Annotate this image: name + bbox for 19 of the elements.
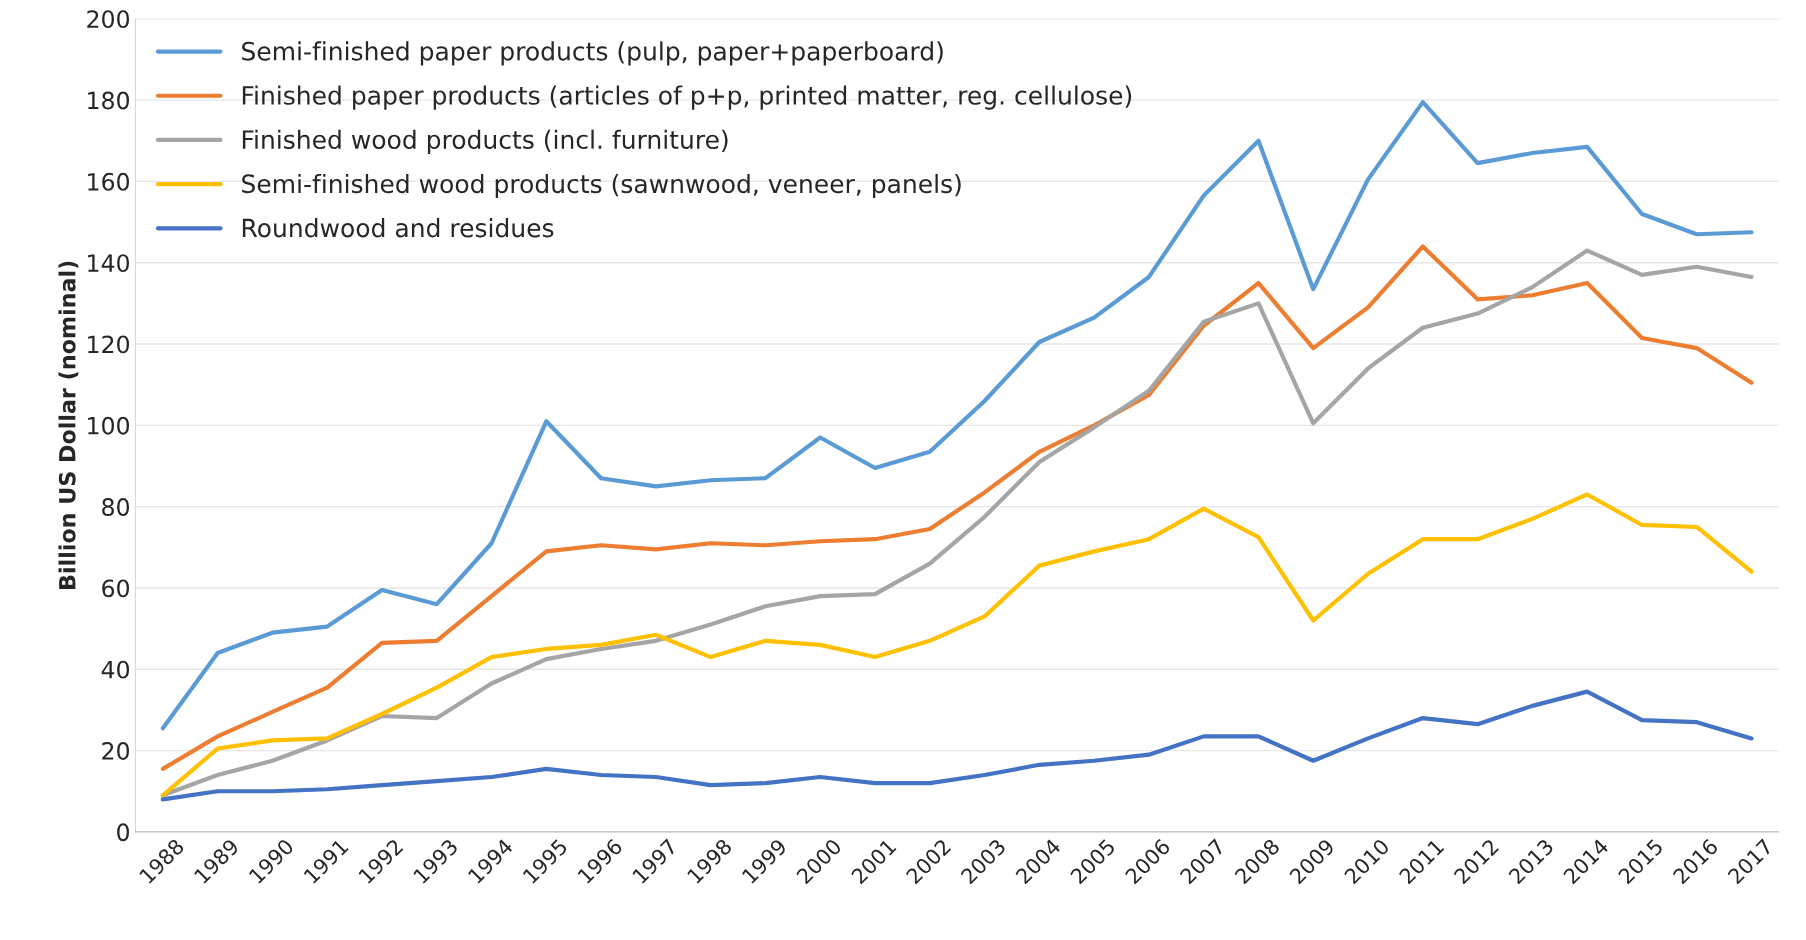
y-tick-label: 140	[88, 254, 130, 273]
y-tick-label: 200	[87, 10, 130, 29]
y-tick-label: 80	[102, 498, 130, 516]
legend-label: Finished wood products (incl. furniture)	[242, 129, 728, 154]
legend-label: Finished paper products (articles of p+p, printed matter, reg. cellulose)	[242, 85, 1132, 110]
y-tick-label: 180	[88, 91, 130, 110]
line-series	[160, 689, 1754, 802]
y-tick-label: 20	[102, 742, 130, 760]
y-tick-label: 120	[88, 335, 130, 354]
y-tick-label: 40	[101, 660, 130, 679]
legend-label: Semi-finished wood products (sawnwood, veneer, panels)	[242, 173, 961, 199]
line-series	[160, 492, 1754, 798]
y-tick-label: 100	[88, 416, 130, 435]
y-tick-label: 60	[102, 579, 130, 598]
y-tick-label: 0	[117, 823, 130, 842]
y-axis-title: Billion US Dollar (nominal)	[58, 261, 79, 589]
legend-label: Semi-finished paper products (pulp, paper+paperboard)	[242, 41, 943, 66]
legend-label: Roundwood and residues	[242, 218, 554, 238]
y-tick-label: 160	[88, 172, 130, 191]
